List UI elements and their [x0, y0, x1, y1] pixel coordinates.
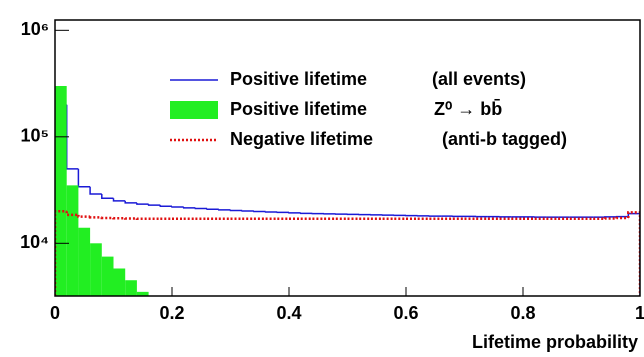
- step: [615, 216, 629, 220]
- x-tick-label: 0.4: [276, 303, 301, 323]
- step: [194, 207, 208, 210]
- step: [229, 209, 243, 212]
- bar: [101, 256, 114, 296]
- bar: [136, 291, 149, 296]
- legend-note: (anti-b tagged): [442, 129, 567, 149]
- bar: [90, 243, 102, 296]
- step: [627, 212, 640, 296]
- step: [77, 168, 91, 188]
- bar: [125, 280, 137, 296]
- step: [159, 205, 172, 207]
- step: [206, 208, 219, 210]
- step: [124, 200, 137, 204]
- step: [627, 211, 640, 296]
- step: [182, 207, 196, 209]
- y-tick-label: 10⁵: [21, 126, 49, 146]
- bar: [78, 227, 91, 296]
- x-tick-label: 0.6: [393, 303, 418, 323]
- bar: [66, 185, 79, 296]
- step: [112, 198, 126, 202]
- step: [218, 209, 231, 211]
- x-tick-label: 0.2: [159, 303, 184, 323]
- x-tick-label: 1: [635, 303, 644, 323]
- step: [100, 216, 114, 220]
- step: [136, 202, 149, 205]
- step: [77, 214, 91, 218]
- step: [55, 209, 67, 296]
- step: [88, 216, 102, 219]
- legend-label: Negative lifetime: [230, 129, 373, 149]
- legend-swatch: [170, 101, 218, 119]
- legend-label: Positive lifetime: [230, 69, 367, 89]
- bar: [55, 86, 67, 296]
- step: [171, 206, 184, 208]
- step: [89, 186, 102, 195]
- plot-area: [55, 86, 640, 296]
- x-tick-label: 0: [50, 303, 60, 323]
- legend-note: Z⁰ → bb̄: [434, 99, 502, 119]
- x-axis-title: Lifetime probability: [472, 332, 638, 352]
- step: [65, 211, 79, 217]
- step: [147, 204, 161, 206]
- legend-label: Positive lifetime: [230, 99, 367, 119]
- x-tick-label: 0.8: [510, 303, 535, 323]
- y-tick-label: 10⁶: [21, 19, 49, 39]
- step: [101, 194, 114, 199]
- legend-note: (all events): [432, 69, 526, 89]
- y-tick-label: 10⁴: [20, 232, 49, 252]
- bar: [113, 268, 126, 296]
- frame: [54, 19, 641, 297]
